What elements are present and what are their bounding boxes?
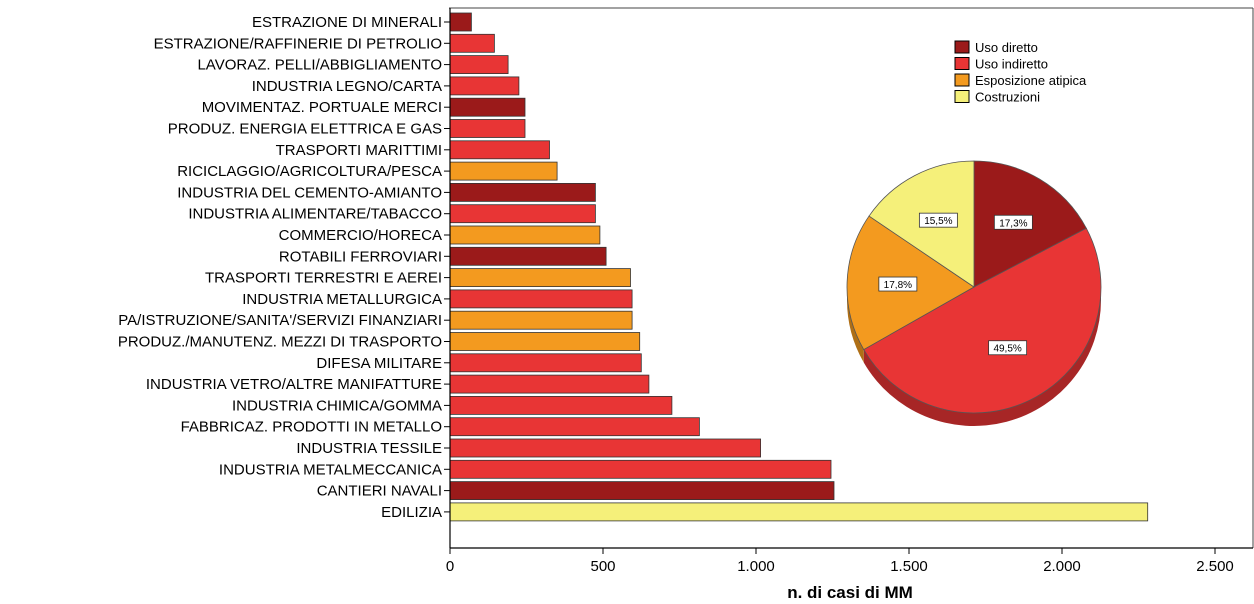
bar	[449, 438, 762, 458]
x-tick-label: 0	[446, 558, 454, 575]
legend-label: Esposizione atipica	[975, 73, 1087, 88]
pie-slice-label: 17,3%	[999, 218, 1027, 229]
y-tick-label: ESTRAZIONE DI MINERALI	[252, 14, 442, 31]
bar	[449, 310, 633, 330]
bar	[449, 332, 641, 351]
bar	[449, 459, 832, 479]
pie-label-box	[993, 214, 1033, 230]
bar	[449, 268, 631, 288]
y-tick-label: ROTABILI FERROVIARI	[279, 248, 442, 265]
legend-label: Costruzioni	[975, 90, 1040, 105]
y-tick-label: INDUSTRIA METALLURGICA	[242, 291, 442, 308]
pie-slice-side	[847, 287, 864, 363]
legend-swatch	[954, 40, 970, 54]
x-tick-label: 1.000	[737, 558, 775, 575]
y-tick-label: LAVORAZ. PELLI/ABBIGLIAMENTO	[197, 57, 442, 74]
legend-label: Uso indiretto	[975, 57, 1048, 72]
y-tick-label: INDUSTRIA ALIMENTARE/TABACCO	[188, 206, 442, 223]
bar	[449, 12, 472, 32]
y-tick-label: RICICLAGGIO/AGRICOLTURA/PESCA	[177, 163, 442, 180]
x-tick-label: 500	[590, 558, 615, 575]
y-tick-label: COMMERCIO/HORECA	[279, 227, 442, 244]
pie-slice	[863, 227, 1102, 414]
y-tick-label: CANTIERI NAVALI	[317, 483, 442, 500]
y-tick-label: PRODUZ./MANUTENZ. MEZZI DI TRASPORTO	[118, 334, 442, 351]
pie-label-box	[988, 340, 1028, 356]
y-tick-label: INDUSTRIA VETRO/ALTRE MANIFATTURE	[146, 376, 442, 393]
x-tick-label: 1.500	[890, 558, 928, 575]
bar	[449, 481, 835, 501]
y-tick-label: INDUSTRIA METALMECCANICA	[219, 461, 442, 478]
bar	[449, 97, 526, 117]
bar	[449, 33, 495, 53]
bar	[449, 182, 596, 202]
legend-label: Uso diretto	[975, 40, 1038, 55]
y-tick-label: TRASPORTI MARITTIMI	[276, 142, 442, 159]
bar	[449, 374, 650, 394]
y-tick-label: PA/ISTRUZIONE/SANITA'/SERVIZI FINANZIARI	[118, 312, 442, 329]
y-tick-label: INDUSTRIA TESSILE	[296, 440, 442, 457]
axes-layer: ESTRAZIONE DI MINERALI ESTRAZIONE/RAFFINE…	[118, 7, 1254, 575]
x-axis-title: n. di casi di MM	[787, 583, 913, 602]
bar	[449, 140, 550, 160]
legend-swatch	[954, 90, 970, 103]
pie-label-box	[918, 212, 958, 228]
y-tick-label: EDILIZIA	[381, 504, 442, 521]
y-tick-label: PRODUZ. ENERGIA ELETTRICA E GAS	[168, 121, 442, 138]
bar	[449, 246, 607, 266]
bar	[449, 161, 558, 181]
y-tick-label: INDUSTRIA CHIMICA/GOMMA	[232, 397, 442, 414]
bar	[449, 289, 633, 309]
legend-swatch	[954, 73, 970, 87]
bar	[449, 353, 642, 373]
y-tick-label: MOVIMENTAZ. PORTUALE MERCI	[202, 99, 442, 116]
y-tick-label: ESTRAZIONE/RAFFINERIE DI PETROLIO	[154, 35, 442, 52]
legend-swatch	[954, 57, 970, 70]
x-tick-label: 2.500	[1196, 558, 1234, 575]
bar	[449, 55, 509, 74]
bar	[449, 76, 520, 96]
pie-slice-label: 49,5%	[993, 344, 1021, 355]
y-tick-label: INDUSTRIA LEGNO/CARTA	[252, 78, 442, 95]
pie-chart: 17,3% 49,5% 17,8% 15,5%	[846, 160, 1102, 427]
pie-label-box	[878, 276, 918, 292]
bar	[449, 502, 1149, 522]
pie-slice-label: 17,8%	[884, 280, 912, 291]
pie-slice-label: 15,5%	[924, 216, 952, 227]
bar	[449, 119, 526, 138]
y-tick-label: TRASPORTI TERRESTRI E AEREI	[205, 270, 442, 287]
y-tick-label: FABBRICAZ. PRODOTTI IN METALLO	[181, 419, 442, 436]
bar	[449, 204, 596, 224]
y-tick-label: INDUSTRIA DEL CEMENTO-AMIANTO	[177, 184, 442, 201]
y-tick-label: DIFESA MILITARE	[316, 355, 442, 372]
bar	[449, 225, 601, 245]
bar	[449, 417, 700, 437]
bar	[449, 395, 673, 415]
x-tick-label: 2.000	[1043, 558, 1081, 575]
